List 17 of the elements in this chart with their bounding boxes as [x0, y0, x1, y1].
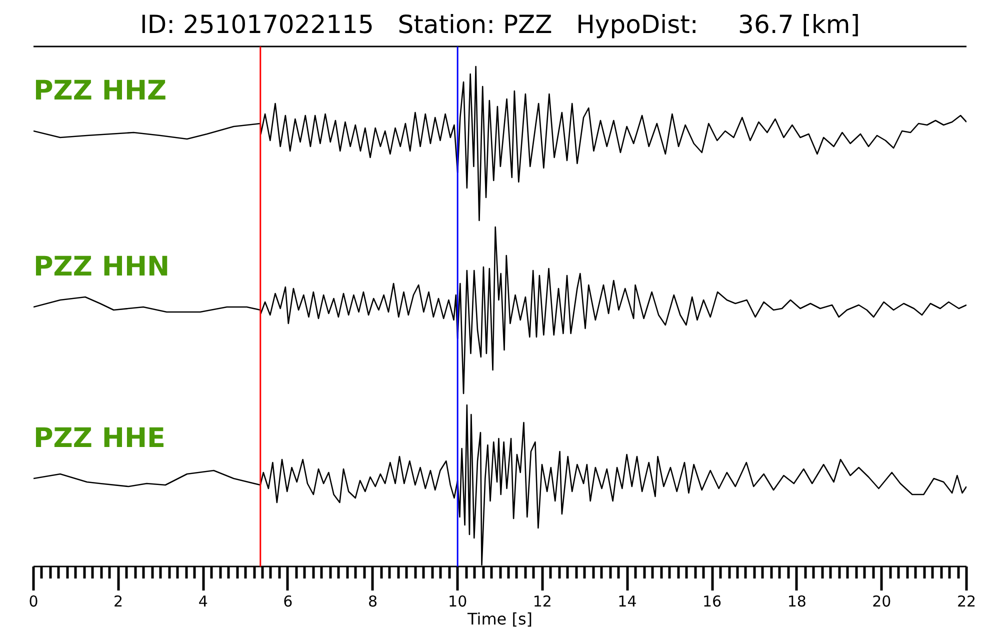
- x-tick-label: 10: [448, 592, 468, 610]
- x-tick-label: 18: [787, 592, 806, 610]
- series-label: PZZ HHZ: [34, 76, 167, 106]
- x-tick-label: 16: [702, 592, 722, 610]
- x-tick-label: 20: [872, 592, 892, 610]
- chart-title: ID: 251017022115 Station: PZZ HypoDist: 36.7 [km]: [140, 10, 860, 39]
- series-label: PZZ HHN: [34, 252, 170, 282]
- x-tick-label: 12: [532, 592, 552, 610]
- x-tick-label: 6: [283, 592, 293, 610]
- series-label: PZZ HHE: [34, 423, 166, 454]
- x-tick-label: 4: [198, 592, 208, 610]
- x-tick-label: 22: [956, 592, 976, 610]
- x-tick-label: 14: [618, 592, 637, 610]
- x-tick-label: 8: [368, 592, 378, 610]
- x-axis-title: Time [s]: [466, 610, 533, 628]
- x-tick-label: 0: [28, 592, 38, 610]
- x-tick-label: 2: [114, 592, 124, 610]
